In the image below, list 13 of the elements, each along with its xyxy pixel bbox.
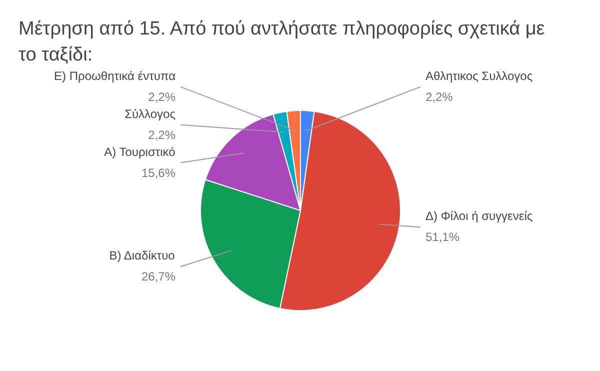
slice-label: Δ) Φίλοι ή συγγενείς: [426, 209, 533, 224]
data-label: 26,7%: [141, 270, 176, 284]
slice-label: Β) Διαδίκτυο: [109, 248, 176, 263]
data-label: 2,2%: [148, 90, 176, 104]
data-label: 51,1%: [426, 230, 460, 244]
slice-label: Αθλητικος Συλλογος: [426, 68, 533, 83]
data-label: 2,2%: [426, 90, 454, 104]
data-label: 15,6%: [141, 166, 176, 180]
data-label: 2,2%: [148, 128, 176, 142]
slice-label: Α) Τουριστικό: [104, 144, 176, 159]
slice-label: Ε) Προωθητικά έντυπα: [54, 68, 176, 83]
slice-label: Σύλλογος: [124, 106, 176, 121]
chart-title: Μέτρηση από 15. Από πού αντλήσατε πληροφορίες σχετικά με το ταξίδι:: [18, 18, 546, 66]
